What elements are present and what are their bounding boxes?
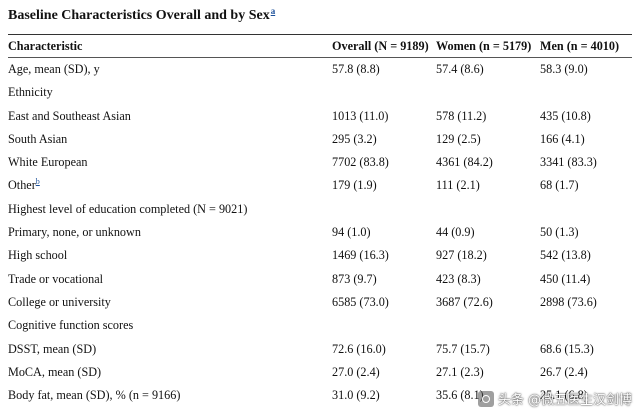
table-body: Age, mean (SD), y 57.8 (8.8) 57.4 (8.6) … [8, 58, 632, 407]
table-row: Otherb 179 (1.9) 111 (2.1) 68 (1.7) [8, 174, 632, 197]
row-label: Body fat, mean (SD), % (n = 9166) [8, 388, 181, 403]
cell-overall [332, 81, 436, 104]
row-label: MoCA, mean (SD) [8, 364, 102, 379]
cell-men: 166 (4.1) [540, 131, 585, 146]
cell-men: 2898 (73.6) [540, 294, 597, 309]
row-label: East and Southeast Asian [8, 108, 131, 123]
cell-men: 25.1 (6.8) [540, 388, 588, 403]
table-row: Primary, none, or unknown 94 (1.0) 44 (0… [8, 221, 632, 244]
watermark-text: 头条 @微五医生汉剑博 [497, 393, 632, 408]
header-overall: Overall (N = 9189) [332, 39, 429, 53]
cell-women: 27.1 (2.3) [436, 364, 484, 379]
header-row: Characteristic Overall (N = 9189) Women … [8, 35, 632, 57]
table-top-rule [8, 34, 632, 35]
table-row: Trade or vocational 873 (9.7) 423 (8.3) … [8, 268, 632, 291]
header-women: Women (n = 5179) [436, 39, 532, 53]
cell-women: 35.6 (8.1) [436, 388, 484, 403]
table-row: Body fat, mean (SD), % (n = 9166) 31.0 (… [8, 384, 632, 407]
footnote-link-b[interactable]: b [35, 177, 40, 187]
cell-men [540, 314, 632, 337]
cell-men: 58.3 (9.0) [540, 62, 588, 76]
table-row: College or university 6585 (73.0) 3687 (… [8, 291, 632, 314]
cell-women: 927 (18.2) [436, 248, 487, 263]
section-label: Cognitive function scores [8, 318, 134, 333]
watermark: 头条 @微五医生汉剑博 [477, 389, 632, 408]
cell-overall: 179 (1.9) [332, 178, 377, 193]
cell-men: 68 (1.7) [540, 178, 579, 193]
row-label: High school [8, 248, 68, 263]
row-label: Age, mean (SD), y [8, 62, 100, 76]
cell-women: 57.4 (8.6) [436, 62, 484, 76]
cell-men [540, 81, 632, 104]
table-row: DSST, mean (SD) 72.6 (16.0) 75.7 (15.7) … [8, 338, 632, 361]
cell-overall: 1013 (11.0) [332, 108, 389, 123]
table-title: Baseline Characteristics Overall and by … [8, 0, 632, 27]
cell-women [436, 81, 540, 104]
cell-men: 542 (13.8) [540, 248, 591, 263]
cell-women [436, 314, 540, 337]
cell-women: 4361 (84.2) [436, 155, 493, 170]
cell-overall: 873 (9.7) [332, 271, 377, 286]
cell-women: 578 (11.2) [436, 108, 487, 123]
watermark-logo-icon [477, 390, 494, 407]
header-characteristic: Characteristic [8, 39, 83, 53]
cell-overall: 72.6 (16.0) [332, 341, 386, 356]
cell-overall: 94 (1.0) [332, 225, 371, 240]
cell-women: 75.7 (15.7) [436, 341, 490, 356]
row-label: DSST, mean (SD) [8, 341, 97, 356]
table-row: White European 7702 (83.8) 4361 (84.2) 3… [8, 151, 632, 174]
row-label: Trade or vocational [8, 271, 103, 286]
cell-men: 68.6 (15.3) [540, 341, 594, 356]
cell-overall: 1469 (16.3) [332, 248, 389, 263]
cell-overall: 31.0 (9.2) [332, 388, 380, 403]
table-row: High school 1469 (16.3) 927 (18.2) 542 (… [8, 244, 632, 267]
cell-women: 3687 (72.6) [436, 294, 493, 309]
row-label: White European [8, 155, 88, 170]
cell-women: 111 (2.1) [436, 178, 480, 193]
row-label: Other [8, 178, 36, 193]
table-row: East and Southeast Asian 1013 (11.0) 578… [8, 105, 632, 128]
cell-overall: 6585 (73.0) [332, 294, 389, 309]
cell-women: 129 (2.5) [436, 131, 481, 146]
table-section-row: Cognitive function scores [8, 314, 632, 337]
table-section-row: Ethnicity [8, 81, 632, 104]
cell-women: 44 (0.9) [436, 225, 475, 240]
cell-men: 450 (11.4) [540, 271, 591, 286]
title-footnote-marker[interactable]: a [271, 6, 276, 16]
cell-overall: 7702 (83.8) [332, 155, 389, 170]
header-men: Men (n = 4010) [540, 39, 620, 53]
cell-men: 3341 (83.3) [540, 155, 597, 170]
table-section-row: Highest level of education completed (N … [8, 198, 632, 221]
section-label: Highest level of education completed (N … [8, 201, 248, 216]
row-label: South Asian [8, 131, 68, 146]
title-footnote-link[interactable]: a [270, 6, 276, 16]
table-header: Characteristic Overall (N = 9189) Women … [8, 35, 632, 57]
cell-men: 50 (1.3) [540, 225, 579, 240]
cell-men: 26.7 (2.4) [540, 364, 588, 379]
table-header-rule [8, 57, 632, 58]
cell-overall: 57.8 (8.8) [332, 62, 380, 76]
table-row: MoCA, mean (SD) 27.0 (2.4) 27.1 (2.3) 26… [8, 361, 632, 384]
cell-women: 423 (8.3) [436, 271, 481, 286]
table-row: Age, mean (SD), y 57.8 (8.8) 57.4 (8.6) … [8, 58, 632, 81]
cell-overall [332, 314, 436, 337]
section-label: Ethnicity [8, 85, 53, 100]
row-label: College or university [8, 294, 111, 309]
row-label: Primary, none, or unknown [8, 225, 141, 240]
table-row: South Asian 295 (3.2) 129 (2.5) 166 (4.1… [8, 128, 632, 151]
cell-overall: 295 (3.2) [332, 131, 377, 146]
cell-men: 435 (10.8) [540, 108, 591, 123]
cell-overall: 27.0 (2.4) [332, 364, 380, 379]
baseline-characteristics-table: Characteristic Overall (N = 9189) Women … [8, 35, 632, 57]
row-label-cell: Otherb [8, 174, 332, 197]
table-title-text: Baseline Characteristics Overall and by … [8, 8, 270, 23]
